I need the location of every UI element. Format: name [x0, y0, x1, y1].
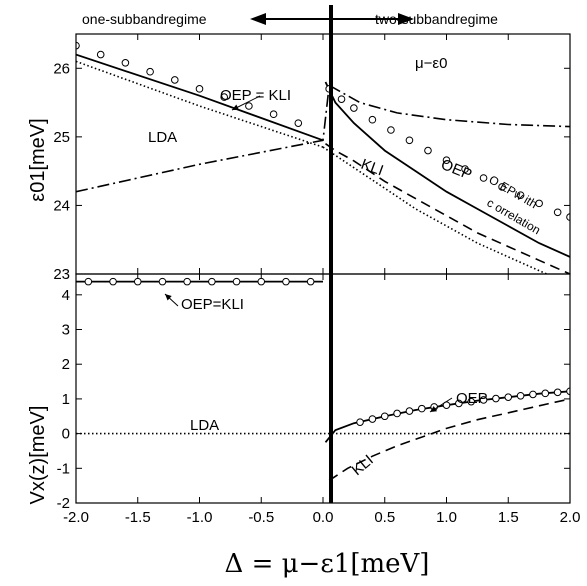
y-tick-label: 24	[53, 197, 70, 214]
data-point-oep-with-correlation	[96, 50, 105, 59]
data-point-oep-points	[393, 409, 401, 418]
data-point-oep-with-correlation	[442, 156, 451, 164]
top-y-axis-title: ε01[meV]	[27, 118, 49, 201]
annotation-label: OEP=KLI	[181, 296, 244, 313]
data-point-oep-with-correlation	[245, 102, 253, 110]
data-point-oep-points	[368, 415, 377, 423]
data-point-oep-kli-points	[84, 277, 93, 286]
data-point-oep-with-correlation	[553, 208, 562, 217]
y-tick-label: 2	[62, 356, 70, 373]
data-point-oep-kli-points	[158, 277, 167, 286]
data-point-oep-points	[529, 390, 537, 399]
series-line--0	[76, 84, 570, 193]
x-tick-label: 0.0	[313, 509, 334, 526]
annotation-arrowhead	[232, 104, 239, 110]
data-point-oep-with-correlation	[269, 110, 278, 119]
data-point-oep-with-correlation	[146, 67, 154, 76]
x-tick-label: -1.0	[187, 509, 213, 526]
bottom-panel-frame	[75, 273, 571, 504]
data-point-oep-with-correlation	[479, 174, 488, 182]
y-tick-label: -2	[57, 495, 70, 512]
data-point-oep-points	[380, 412, 389, 421]
right-regime-label: two-subbandregime	[375, 11, 498, 27]
y-tick-label: 4	[62, 287, 70, 304]
annotation-arrowhead	[165, 294, 172, 301]
data-point-oep-points	[418, 404, 426, 413]
data-point-oep-kli-points	[208, 277, 216, 286]
annotation-arrowhead	[430, 406, 437, 412]
data-point-oep-points	[405, 407, 414, 415]
data-point-oep-points	[516, 391, 525, 400]
x-tick-label: 1.0	[436, 509, 457, 526]
annotation-label: μ−ε0	[415, 55, 447, 72]
series-line-lda	[76, 60, 324, 148]
data-point-oep-kli-points	[257, 277, 266, 286]
data-point-oep-with-correlation	[171, 76, 179, 84]
data-point-oep-with-correlation	[368, 115, 377, 124]
data-point-oep-points	[541, 389, 550, 398]
x-tick-label: -1.5	[125, 509, 151, 526]
data-point-oep-with-correlation	[350, 104, 358, 112]
x-axis-title: Δ = μ−ε1[meV]	[225, 549, 430, 579]
data-point-oep-with-correlation	[424, 146, 432, 155]
bottom-y-axis-title: Vx(z)[meV]	[27, 406, 49, 505]
x-tick-label: 1.5	[498, 509, 519, 526]
y-tick-label: 26	[53, 60, 70, 77]
y-tick-label: 25	[53, 129, 70, 146]
annotation-label: LDA	[148, 129, 177, 146]
data-point-oep-with-correlation	[535, 199, 543, 208]
series-line-oep	[324, 81, 570, 258]
series-line-kli	[325, 143, 570, 274]
series-line-kli	[328, 398, 570, 482]
annotation-label: KLI	[359, 156, 386, 180]
data-point-oep-points	[492, 394, 500, 403]
x-tick-label: 2.0	[560, 509, 581, 526]
data-point-oep-kli-points	[282, 277, 290, 286]
x-tick-label: 0.5	[374, 509, 395, 526]
data-point-oep-kli-points	[306, 277, 315, 286]
data-point-oep-with-correlation	[337, 95, 346, 103]
y-tick-label: 1	[62, 391, 70, 408]
series-line-oep-kli	[76, 53, 324, 142]
annotation-label: OEP	[456, 390, 488, 407]
x-tick-label: -0.5	[248, 509, 274, 526]
data-point-oep-with-correlation	[461, 165, 469, 173]
y-tick-label: 23	[53, 266, 70, 283]
data-point-oep-with-correlation	[516, 191, 525, 199]
left-regime-label: one-subbandregime	[82, 11, 207, 27]
data-point-oep-points	[467, 397, 476, 406]
data-point-oep-with-correlation	[220, 93, 228, 101]
data-point-oep-with-correlation	[387, 126, 395, 134]
data-point-oep-kli-points	[133, 277, 142, 286]
data-point-oep-kli-points	[109, 277, 117, 286]
data-point-oep-points	[479, 396, 488, 404]
data-point-oep-points	[566, 387, 570, 396]
data-point-oep-points	[504, 393, 513, 401]
data-point-oep-with-correlation	[405, 136, 414, 145]
annotation-label: OEP = KLI	[220, 87, 291, 104]
data-point-oep-points	[356, 418, 364, 426]
data-point-oep-with-correlation	[121, 59, 130, 67]
data-point-oep-with-correlation	[76, 41, 80, 50]
series-line-oep	[324, 390, 570, 443]
y-tick-label: 3	[62, 322, 70, 339]
x-tick-label: -2.0	[63, 509, 89, 526]
data-point-oep-kli-points	[183, 277, 191, 286]
data-point-oep-with-correlation	[498, 183, 506, 191]
data-point-oep-with-correlation	[294, 119, 303, 127]
y-tick-label: 0	[62, 426, 70, 443]
data-point-oep-with-correlation	[566, 213, 570, 221]
bottom-panel: -2 -1 0 1 2 3 4 -2.0 -1.5 -1.0 -0.5 0.0 0.5 1.0 1.5 2.0…	[57, 274, 581, 526]
annotation-label: LDA	[190, 417, 219, 434]
y-tick-label: -1	[57, 460, 70, 477]
annotation-label: OEP	[439, 156, 475, 184]
data-point-oep-points	[455, 399, 463, 408]
data-point-oep-with-correlation	[195, 85, 204, 93]
data-point-oep-points	[553, 388, 562, 397]
data-point-oep-kli-points	[232, 277, 241, 286]
